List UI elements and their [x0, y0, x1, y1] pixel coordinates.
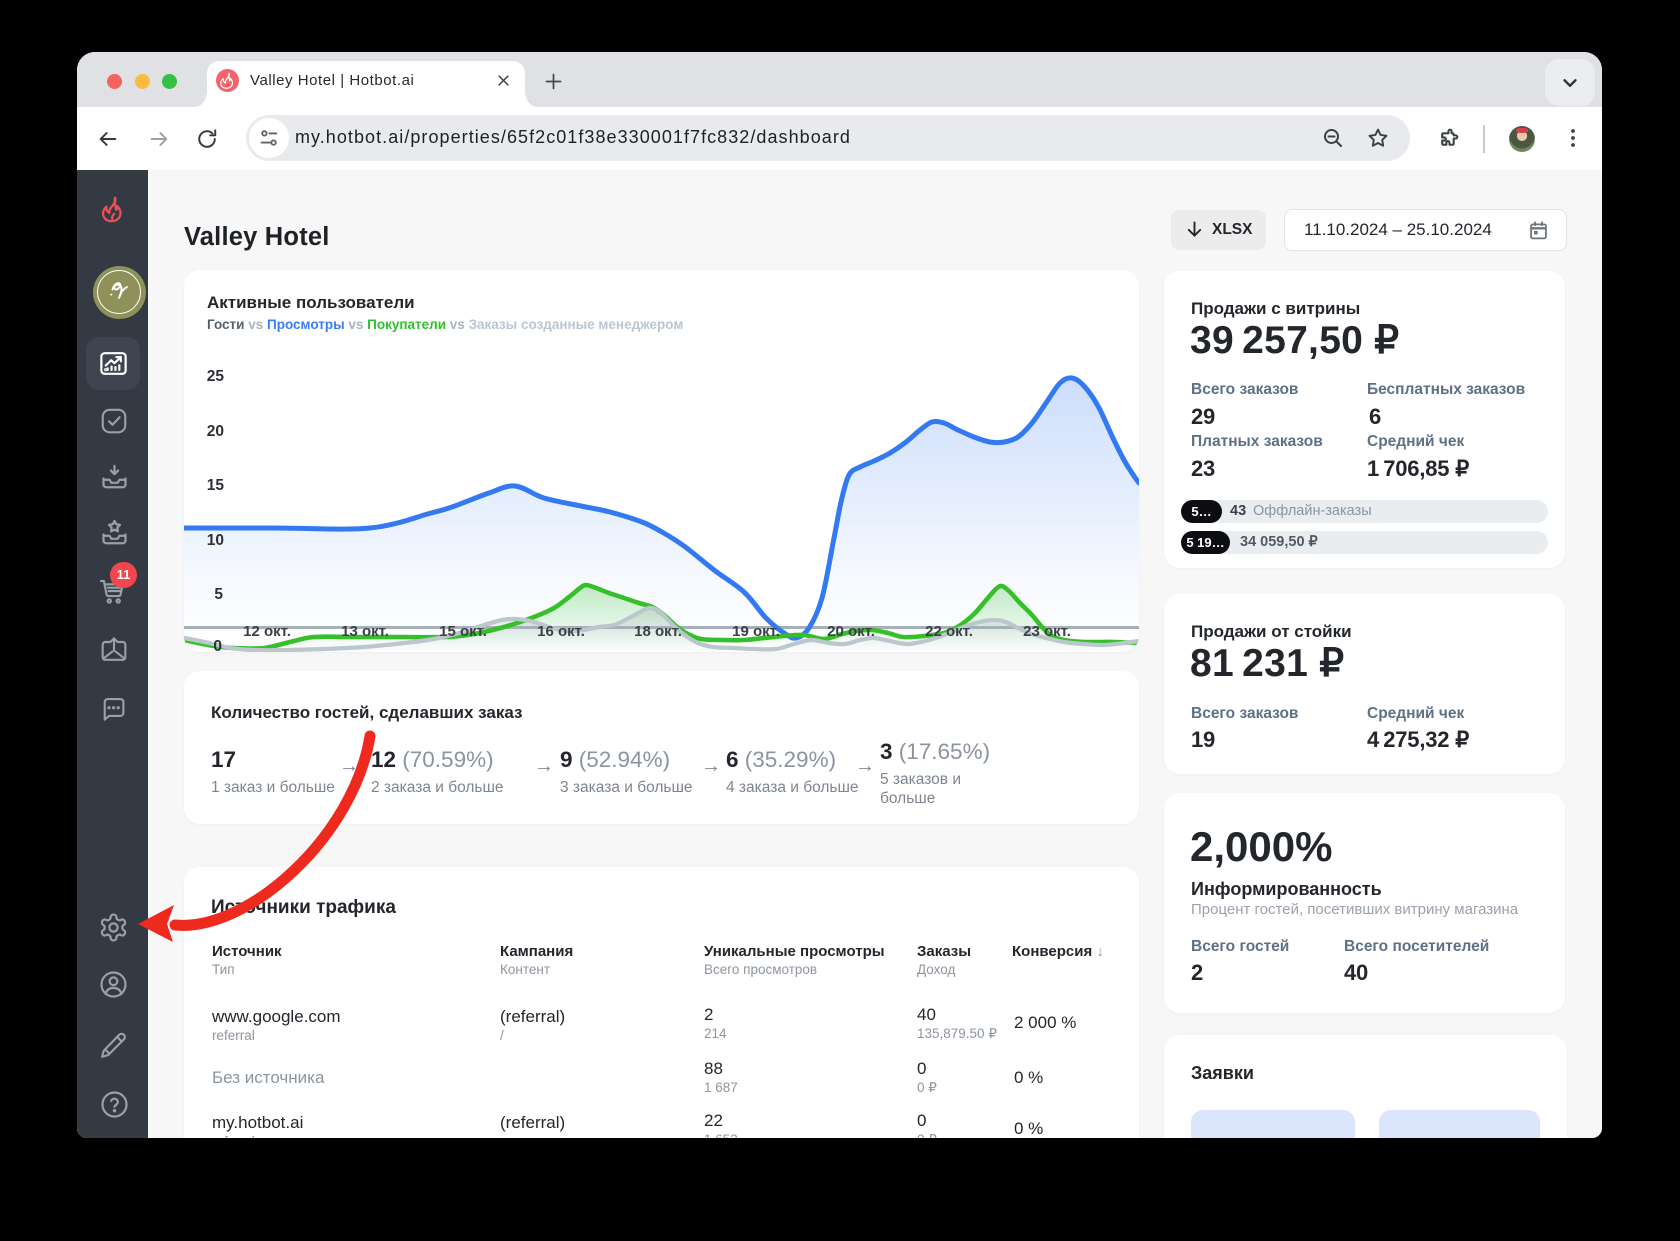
svg-text:20 окт.: 20 окт.	[827, 623, 875, 640]
svg-text:23 окт.: 23 окт.	[1023, 623, 1071, 640]
svg-text:20: 20	[207, 423, 224, 440]
svg-text:15 окт.: 15 окт.	[439, 623, 487, 640]
svg-text:15: 15	[207, 477, 225, 494]
svg-text:12 окт.: 12 окт.	[243, 623, 291, 640]
svg-text:22 окт.: 22 окт.	[925, 623, 973, 640]
svg-text:25: 25	[207, 368, 225, 385]
svg-text:5: 5	[214, 586, 223, 603]
svg-text:10: 10	[207, 532, 224, 549]
svg-text:13 окт.: 13 окт.	[341, 623, 389, 640]
svg-text:18 окт.: 18 окт.	[634, 623, 682, 640]
svg-text:16 окт.: 16 окт.	[537, 623, 585, 640]
svg-text:0: 0	[213, 638, 222, 652]
svg-text:19 окт.: 19 окт.	[732, 623, 780, 640]
